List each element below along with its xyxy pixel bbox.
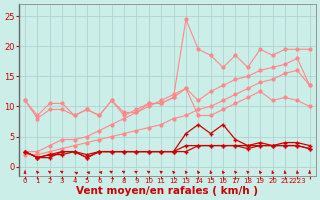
- X-axis label: Vent moyen/en rafales ( km/h ): Vent moyen/en rafales ( km/h ): [76, 186, 258, 196]
